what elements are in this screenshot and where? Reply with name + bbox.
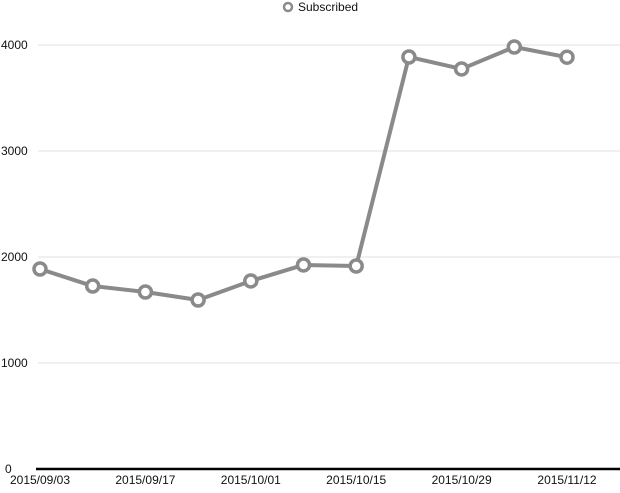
y-tick-label: 0 (5, 462, 12, 476)
x-tick-label: 2015/10/29 (432, 473, 492, 487)
x-tick-label: 2015/10/01 (221, 473, 281, 487)
data-point (348, 258, 364, 274)
x-tick-label: 2015/09/03 (10, 473, 70, 487)
legend: Subscribed (282, 0, 358, 14)
data-point (137, 284, 154, 300)
legend-label: Subscribed (298, 0, 358, 14)
y-tick-label: 1000 (1, 356, 28, 370)
x-tick-label: 2015/11/12 (537, 473, 596, 487)
data-point (506, 39, 523, 55)
data-point (401, 49, 417, 65)
y-tick-label: 3000 (1, 144, 28, 158)
data-point (190, 292, 206, 308)
y-tick-label: 2000 (1, 250, 28, 264)
data-point (559, 49, 575, 65)
legend-marker (282, 1, 294, 13)
data-point (32, 261, 48, 277)
data-point (295, 257, 312, 273)
data-point (84, 278, 101, 294)
x-tick-label: 2015/10/15 (326, 473, 386, 487)
y-tick-label: 4000 (1, 38, 28, 52)
data-point (243, 273, 259, 289)
data-point (453, 61, 470, 77)
x-tick-label: 2015/09/17 (115, 473, 175, 487)
